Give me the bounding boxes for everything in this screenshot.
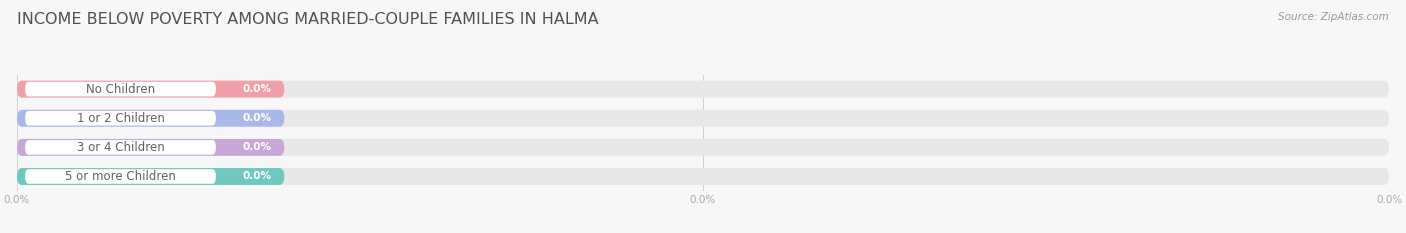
Text: 0.0%: 0.0%: [242, 113, 271, 123]
FancyBboxPatch shape: [25, 169, 217, 184]
FancyBboxPatch shape: [17, 168, 1389, 185]
Text: 5 or more Children: 5 or more Children: [65, 170, 176, 183]
Text: 0.0%: 0.0%: [242, 171, 271, 182]
FancyBboxPatch shape: [25, 140, 217, 155]
FancyBboxPatch shape: [17, 81, 284, 98]
Text: 0.0%: 0.0%: [242, 84, 271, 94]
Text: 1 or 2 Children: 1 or 2 Children: [76, 112, 165, 125]
FancyBboxPatch shape: [17, 139, 284, 156]
FancyBboxPatch shape: [17, 168, 284, 185]
FancyBboxPatch shape: [17, 139, 1389, 156]
Text: Source: ZipAtlas.com: Source: ZipAtlas.com: [1278, 12, 1389, 22]
Text: 3 or 4 Children: 3 or 4 Children: [76, 141, 165, 154]
FancyBboxPatch shape: [25, 82, 217, 96]
Text: No Children: No Children: [86, 83, 155, 96]
FancyBboxPatch shape: [17, 110, 1389, 127]
Text: 0.0%: 0.0%: [242, 142, 271, 152]
FancyBboxPatch shape: [17, 110, 284, 127]
FancyBboxPatch shape: [17, 81, 1389, 98]
FancyBboxPatch shape: [25, 111, 217, 126]
Text: INCOME BELOW POVERTY AMONG MARRIED-COUPLE FAMILIES IN HALMA: INCOME BELOW POVERTY AMONG MARRIED-COUPL…: [17, 12, 599, 27]
